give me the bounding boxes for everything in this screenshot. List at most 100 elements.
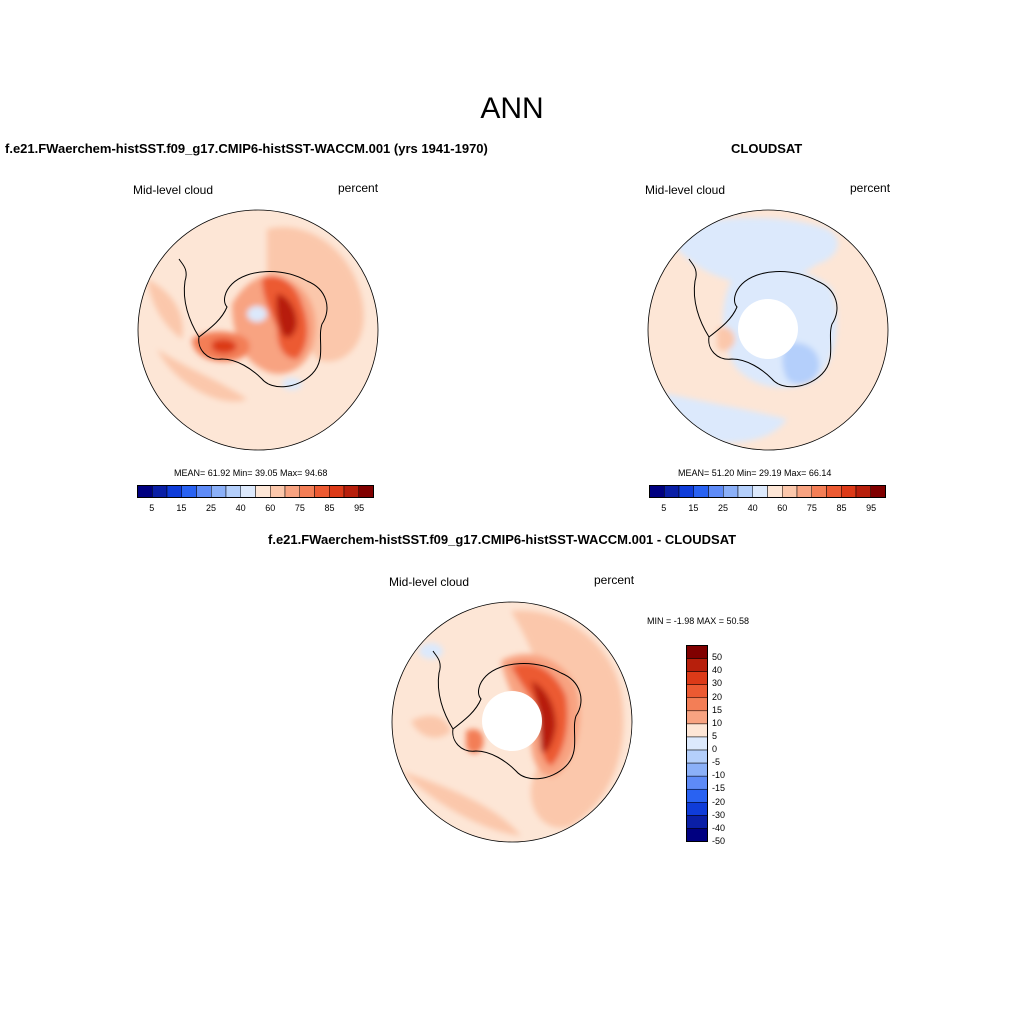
colorbar-tick-label: 85 xyxy=(324,503,335,513)
colorbar-tick-label: 5 xyxy=(661,503,667,513)
diff-panel-title: f.e21.FWaerchem-histSST.f09_g17.CMIP6-hi… xyxy=(268,532,737,547)
colorbar-swatch xyxy=(664,485,680,498)
colorbar-swatch xyxy=(723,485,739,498)
figure-title: ANN xyxy=(480,92,544,125)
colorbar-tick-label: 60 xyxy=(265,503,276,513)
model-colorbar xyxy=(137,485,374,498)
colorbar-tick-label: 50 xyxy=(712,652,723,663)
colorbar-swatch xyxy=(686,658,708,672)
colorbar-tick-label: -10 xyxy=(712,770,726,781)
colorbar-tick-label: -20 xyxy=(712,796,726,807)
obs-colorbar xyxy=(649,485,886,498)
colorbar-swatch xyxy=(686,645,708,659)
colorbar-swatch xyxy=(686,749,708,764)
colorbar-tick-label: 25 xyxy=(206,503,217,513)
colorbar-swatch xyxy=(686,697,708,712)
colorbar-tick-label: -50 xyxy=(712,836,726,846)
colorbar-tick-label: -40 xyxy=(712,822,726,833)
obs-stats: MEAN= 51.20 Min= 29.19 Max= 66.14 xyxy=(678,468,832,478)
colorbar-tick-label: 30 xyxy=(712,678,723,689)
colorbar-swatch xyxy=(329,485,345,498)
model-panel-title: f.e21.FWaerchem-histSST.f09_g17.CMIP6-hi… xyxy=(5,141,488,156)
colorbar-tick-label: 10 xyxy=(712,717,723,728)
colorbar-swatch xyxy=(686,828,708,842)
colorbar-swatch xyxy=(678,485,694,498)
colorbar-tick-label: -15 xyxy=(712,783,726,794)
colorbar-swatch xyxy=(166,485,182,498)
colorbar-swatch xyxy=(686,815,708,829)
colorbar-swatch xyxy=(796,485,812,498)
colorbar-swatch xyxy=(686,788,708,803)
model-polar-map xyxy=(137,209,379,451)
colorbar-tick-label: 15 xyxy=(712,704,723,715)
colorbar-tick-label: -5 xyxy=(712,757,721,768)
colorbar-tick-label: 60 xyxy=(777,503,788,513)
model-variable-label: Mid-level cloud xyxy=(133,183,214,197)
colorbar-tick-label: 95 xyxy=(354,503,365,513)
colorbar-swatch xyxy=(255,485,271,498)
colorbar-swatch xyxy=(686,736,708,751)
diff-stats: MIN = -1.98 MAX = 50.58 xyxy=(647,616,750,626)
colorbar-swatch xyxy=(686,723,708,738)
diff-colorbar xyxy=(686,645,708,842)
colorbar-tick-label: 40 xyxy=(747,503,758,513)
obs-colorbar-swatches xyxy=(649,485,886,498)
colorbar-swatch xyxy=(343,485,359,498)
colorbar-swatch xyxy=(686,671,708,685)
colorbar-swatch xyxy=(841,485,857,498)
colorbar-tick-label: 40 xyxy=(712,665,723,676)
diff-colorbar-swatches xyxy=(686,645,708,842)
colorbar-swatch xyxy=(767,485,783,498)
diff-units-label: percent xyxy=(594,573,635,587)
model-stats: MEAN= 61.92 Min= 39.05 Max= 94.68 xyxy=(174,468,328,478)
colorbar-swatch xyxy=(782,485,798,498)
diff-polar-map xyxy=(391,601,633,843)
colorbar-swatch xyxy=(752,485,768,498)
colorbar-tick-label: 95 xyxy=(866,503,877,513)
colorbar-swatch xyxy=(855,485,871,498)
colorbar-swatch xyxy=(314,485,330,498)
colorbar-tick-label: 25 xyxy=(718,503,729,513)
colorbar-tick-label: 0 xyxy=(712,744,718,755)
colorbar-swatch xyxy=(181,485,197,498)
colorbar-swatch xyxy=(284,485,300,498)
colorbar-swatch xyxy=(686,762,708,777)
colorbar-swatch xyxy=(240,485,256,498)
colorbar-tick-label: 15 xyxy=(688,503,699,513)
colorbar-swatch xyxy=(870,485,886,498)
colorbar-swatch xyxy=(358,485,374,498)
colorbar-tick-label: 75 xyxy=(806,503,817,513)
colorbar-swatch xyxy=(196,485,212,498)
colorbar-swatch xyxy=(649,485,665,498)
colorbar-swatch xyxy=(686,802,708,816)
colorbar-tick-label: 40 xyxy=(235,503,246,513)
colorbar-swatch xyxy=(686,710,708,725)
model-colorbar-swatches xyxy=(137,485,374,498)
colorbar-tick-label: 15 xyxy=(176,503,187,513)
colorbar-swatch xyxy=(299,485,315,498)
obs-polar-map xyxy=(647,209,889,451)
colorbar-swatch xyxy=(693,485,709,498)
colorbar-swatch xyxy=(811,485,827,498)
obs-panel-title: CLOUDSAT xyxy=(731,141,803,156)
colorbar-swatch xyxy=(826,485,842,498)
colorbar-swatch xyxy=(211,485,227,498)
colorbar-tick-label: 5 xyxy=(712,730,718,741)
model-units-label: percent xyxy=(338,181,379,195)
colorbar-tick-label: 85 xyxy=(836,503,847,513)
colorbar-swatch xyxy=(137,485,153,498)
colorbar-swatch xyxy=(737,485,753,498)
colorbar-tick-label: 5 xyxy=(149,503,155,513)
colorbar-swatch xyxy=(708,485,724,498)
diff-variable-label: Mid-level cloud xyxy=(389,575,470,589)
obs-units-label: percent xyxy=(850,181,891,195)
colorbar-swatch xyxy=(152,485,168,498)
colorbar-swatch xyxy=(686,775,708,790)
colorbar-swatch xyxy=(270,485,286,498)
colorbar-tick-label: 20 xyxy=(712,691,723,702)
obs-variable-label: Mid-level cloud xyxy=(645,183,726,197)
colorbar-swatch xyxy=(225,485,241,498)
colorbar-tick-label: 75 xyxy=(294,503,305,513)
colorbar-swatch xyxy=(686,684,708,699)
colorbar-tick-label: -30 xyxy=(712,809,726,820)
